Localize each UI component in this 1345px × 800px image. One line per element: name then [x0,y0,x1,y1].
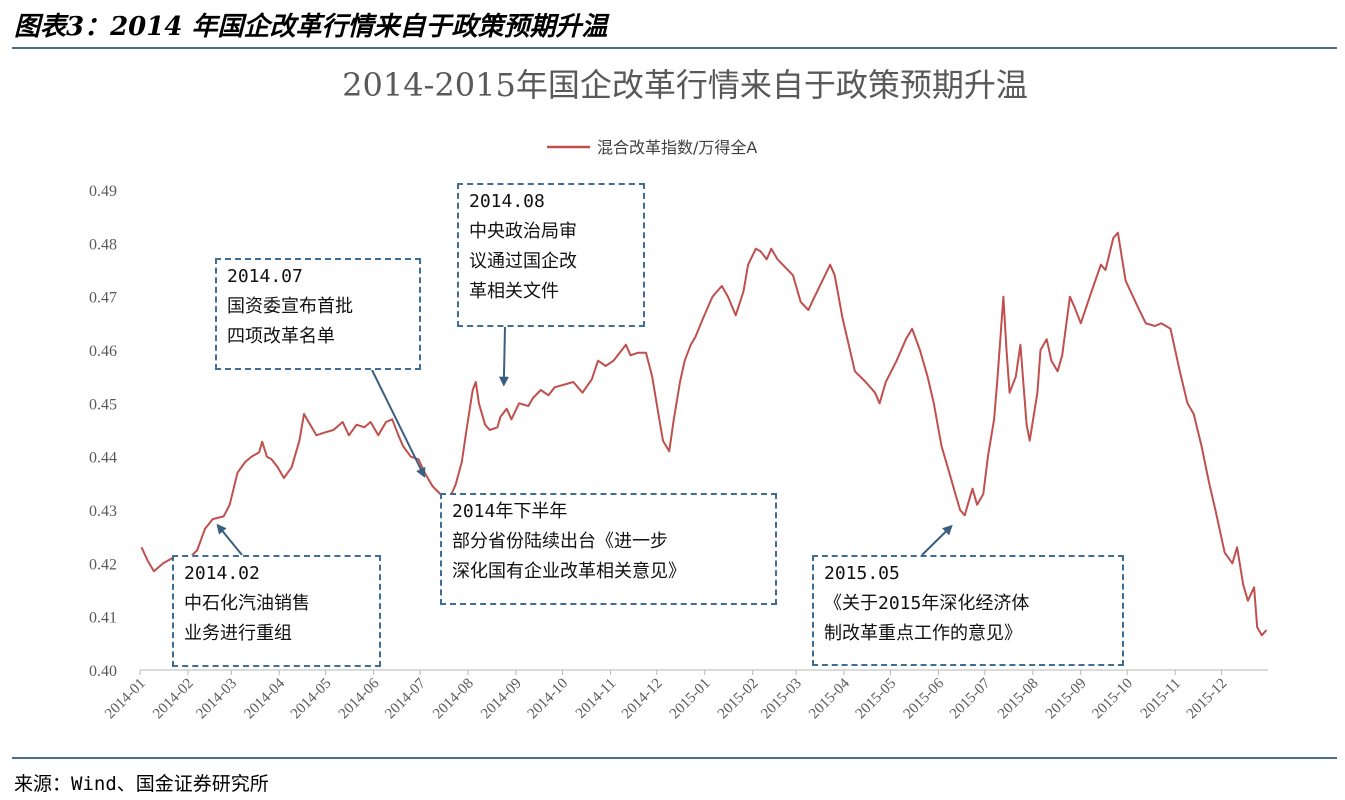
x-tick-label: 2014-04 [241,675,288,722]
x-tick-label: 2015-05 [853,676,900,723]
annotation-line: 部分省份陆续出台《进一步 [452,531,668,552]
x-tick-label: 2015-02 [715,676,762,723]
y-tick-label: 0.43 [89,503,117,520]
x-tick-label: 2015-10 [1089,676,1136,723]
annotation-line: 议通过国企改 [469,251,577,272]
annotation-arrow [921,524,953,556]
annotation-line: 四项改革名单 [227,326,335,347]
x-tick-label: 2014-06 [336,675,383,722]
y-tick-label: 0.41 [89,610,117,627]
y-tick-label: 0.46 [89,343,117,360]
x-tick-label: 2015-11 [1138,676,1184,722]
annotation-line: 《关于2015年深化经济体 [824,593,1030,614]
y-tick-label: 0.45 [89,396,117,413]
annotation-line: 革相关文件 [469,281,559,302]
annotation-2015-05: 2015.05 《关于2015年深化经济体 制改革重点工作的意见》 [812,555,1124,666]
x-tick-label: 2014-07 [382,675,429,722]
y-tick-label: 0.47 [89,290,117,307]
annotation-line: 2015.05 [824,563,900,584]
annotation-line: 国资委宣布首批 [227,296,353,317]
annotation-line: 中石化汽油销售 [184,593,310,614]
source-note: 来源：Wind、国金证券研究所 [14,773,269,795]
x-tick-label: 2015-03 [758,676,805,723]
annotation-arrows [216,326,953,556]
series-line-mixed-reform-ratio [140,231,1268,637]
annotation-line: 中央政治局审 [469,221,577,242]
x-tick-label: 2015-08 [995,676,1042,723]
y-tick-label: 0.48 [89,236,117,253]
x-tick-label: 2014-02 [150,676,197,723]
annotation-2014-h2: 2014年下半年 部分省份陆续出台《进一步 深化国有企业改革相关意见》 [440,493,777,605]
chart-title: 2014-2015年国企改革行情来自于政策预期升温 [342,66,1028,104]
annotation-line: 2014.02 [184,563,260,584]
top-divider [12,47,1337,49]
annotation-line: 深化国有企业改革相关意见》 [452,561,686,582]
x-tick-label: 2014-05 [288,676,335,723]
x-tick-label: 2015-01 [667,676,714,723]
legend-label: 混合改革指数/万得全A [597,138,757,157]
x-tick-label: 2015-09 [1043,676,1090,723]
x-tick-label: 2015-04 [806,675,853,722]
annotation-2014-07: 2014.07 国资委宣布首批 四项改革名单 [215,258,421,370]
y-tick-label: 0.42 [89,556,117,573]
annotation-2014-08: 2014.08 中央政治局审 议通过国企改 革相关文件 [457,183,645,327]
y-axis: 0.49 0.48 0.47 0.46 0.45 0.44 0.43 0.42 0.41 0.40 [89,183,117,680]
bottom-divider [12,757,1337,759]
x-tick-label: 2014-01 [102,676,149,723]
x-tick-label: 2014-12 [619,676,666,723]
annotation-2014-02: 2014.02 中石化汽油销售 业务进行重组 [172,555,381,667]
x-tick-label: 2014-11 [573,676,619,722]
x-tick-label: 2015-06 [901,675,948,722]
y-tick-label: 0.40 [89,663,117,680]
y-tick-label: 0.44 [89,450,117,467]
x-tick-label: 2014-09 [478,676,525,723]
annotation-line: 2014年下半年 [452,501,568,522]
x-tick-label: 2014-10 [525,676,572,723]
y-tick-label: 0.49 [89,183,117,200]
x-tick-label: 2014-08 [430,676,477,723]
x-tick-label: 2014-03 [193,676,240,723]
annotation-arrow [371,369,426,478]
annotation-line: 制改革重点工作的意见》 [824,623,1022,644]
annotation-line: 2014.08 [469,191,545,212]
annotation-arrow [498,326,509,387]
annotation-line: 2014.07 [227,266,303,287]
x-tick-label: 2015-07 [947,675,994,722]
x-tick-label: 2015-12 [1184,676,1231,723]
figure-title: 图表3：2014 年国企改革行情来自于政策预期升温 [14,12,608,42]
annotation-arrow [216,523,243,556]
annotation-line: 业务进行重组 [184,623,292,644]
